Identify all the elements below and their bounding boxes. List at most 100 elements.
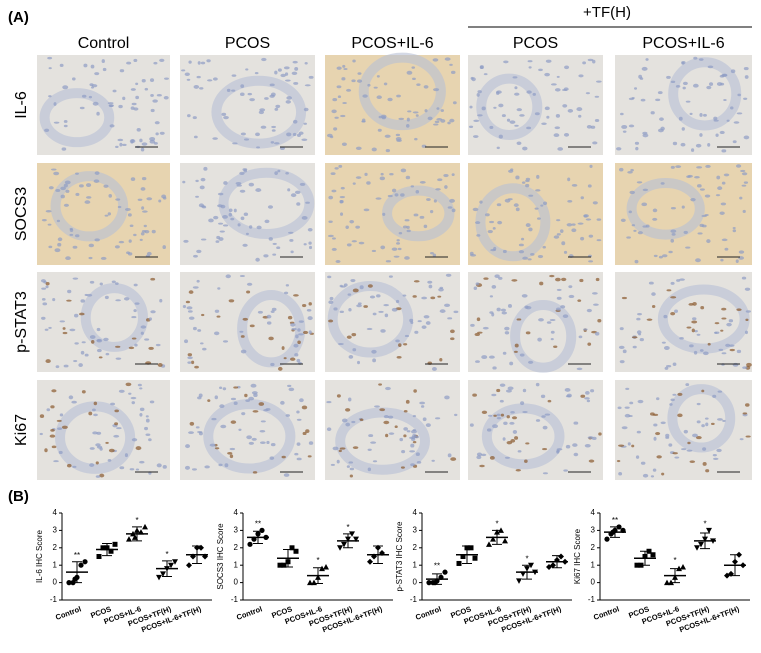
nucleus [119,69,125,73]
nucleus [725,343,731,347]
nucleus [72,277,79,280]
nucleus [193,135,198,139]
nucleus [328,195,334,200]
nucleus [339,195,346,199]
nucleus [404,334,410,338]
nucleus [409,318,414,323]
nucleus [351,240,358,243]
nucleus [239,275,245,278]
nucleus [685,246,691,249]
nucleus [628,124,635,128]
nucleus [675,85,681,88]
nucleus [370,441,377,444]
nucleus [618,444,625,447]
micrograph [325,163,460,265]
nucleus [509,421,515,425]
nucleus [229,454,234,459]
nucleus [99,282,103,286]
nucleus [544,413,551,416]
nucleus [504,456,510,459]
nucleus [712,394,717,398]
nucleus [700,306,705,310]
nucleus [656,397,660,401]
nucleus [577,222,584,225]
nucleus [157,363,163,367]
point [186,562,192,569]
nucleus [256,225,262,230]
nucleus [227,452,233,455]
nucleus [235,181,242,185]
nucleus [423,315,430,319]
nucleus [233,401,238,406]
nucleus [563,87,569,91]
nucleus [721,352,727,355]
nucleus [281,346,285,351]
nucleus [72,245,78,249]
nucleus [693,56,698,60]
micrograph [468,272,603,373]
nucleus [341,142,347,146]
nucleus [544,72,550,77]
nucleus [86,183,92,188]
nucleus [79,106,85,110]
nucleus [496,416,502,420]
nucleus [554,126,561,130]
nucleus [333,127,338,131]
nucleus [685,100,691,103]
nucleus [139,387,143,390]
nucleus [642,473,649,478]
nucleus [425,423,431,428]
nucleus [489,311,494,314]
nucleus [148,317,153,321]
nucleus [636,430,641,434]
nucleus [236,184,242,187]
nucleus [248,441,254,445]
nucleus [385,386,391,391]
nucleus [594,331,600,336]
nucleus [541,122,547,125]
nucleus [287,384,292,388]
nucleus [512,76,518,79]
nucleus [395,133,401,137]
nucleus [291,327,297,331]
nucleus [449,63,453,66]
nucleus [593,303,599,306]
nucleus [676,279,681,282]
nucleus [337,342,344,346]
nucleus [494,274,500,278]
nucleus [571,223,576,226]
nucleus [596,80,602,83]
nucleus [415,114,419,117]
nucleus [184,72,190,76]
nucleus [652,217,658,221]
x-tick-label: Control [592,604,620,622]
nucleus [412,77,416,80]
nucleus [67,289,72,294]
nucleus [721,181,726,185]
nucleus [510,439,516,443]
nucleus [397,247,402,251]
error-bar [283,549,293,568]
nucleus [452,101,457,105]
nucleus [331,109,337,114]
nucleus [651,292,656,296]
point [490,536,496,542]
nucleus [239,92,245,97]
nucleus [380,329,386,333]
nucleus [738,250,745,254]
nucleus [510,410,515,414]
nucleus [224,463,229,468]
nucleus [258,402,265,406]
nucleus [256,146,260,149]
nucleus [445,273,452,277]
nucleus [283,357,287,360]
nucleus [476,452,483,457]
nucleus [359,418,364,422]
nucleus [414,330,419,334]
nucleus [616,459,621,463]
error-bar [102,542,112,557]
nucleus [248,182,255,187]
nucleus [326,427,332,432]
nucleus [674,309,678,313]
nucleus [352,348,357,352]
